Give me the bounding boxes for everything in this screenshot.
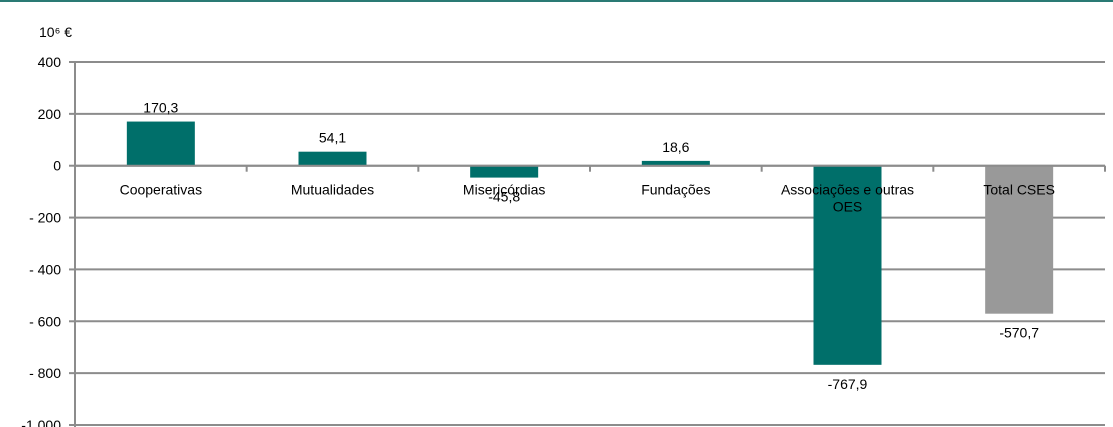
category-label: Cooperativas: [120, 182, 203, 198]
y-tick-label: - 800: [29, 365, 61, 381]
value-label: 18,6: [662, 139, 689, 155]
bar: [470, 165, 539, 178]
category-label: OES: [833, 199, 863, 215]
y-unit-label: 10⁶ €: [39, 24, 72, 40]
bar: [641, 160, 710, 166]
category-label: Associações e outras: [781, 182, 914, 198]
value-label: -570,7: [999, 325, 1039, 341]
bar: [298, 151, 367, 166]
y-tick-label: 400: [38, 54, 62, 70]
value-label: -45,8: [488, 189, 520, 205]
value-label: 54,1: [319, 130, 346, 146]
y-tick-label: - 200: [29, 210, 61, 226]
y-unit-text: 10⁶ €: [39, 24, 73, 40]
bar: [985, 165, 1054, 314]
y-tick-label: - 600: [29, 313, 61, 329]
bar: [813, 165, 882, 365]
category-label: Total CSES: [983, 182, 1055, 198]
y-tick-label: 200: [38, 106, 62, 122]
y-tick-label: 0: [53, 158, 61, 174]
category-label: Misericórdias: [463, 182, 545, 198]
category-label: Mutualidades: [291, 182, 374, 198]
category-label: Fundações: [641, 182, 710, 198]
value-label: 170,3: [143, 100, 178, 116]
bar: [126, 121, 195, 166]
y-tick-label: -1 000: [21, 417, 61, 427]
y-tick-label: - 400: [29, 261, 61, 277]
value-label: -767,9: [828, 376, 868, 392]
